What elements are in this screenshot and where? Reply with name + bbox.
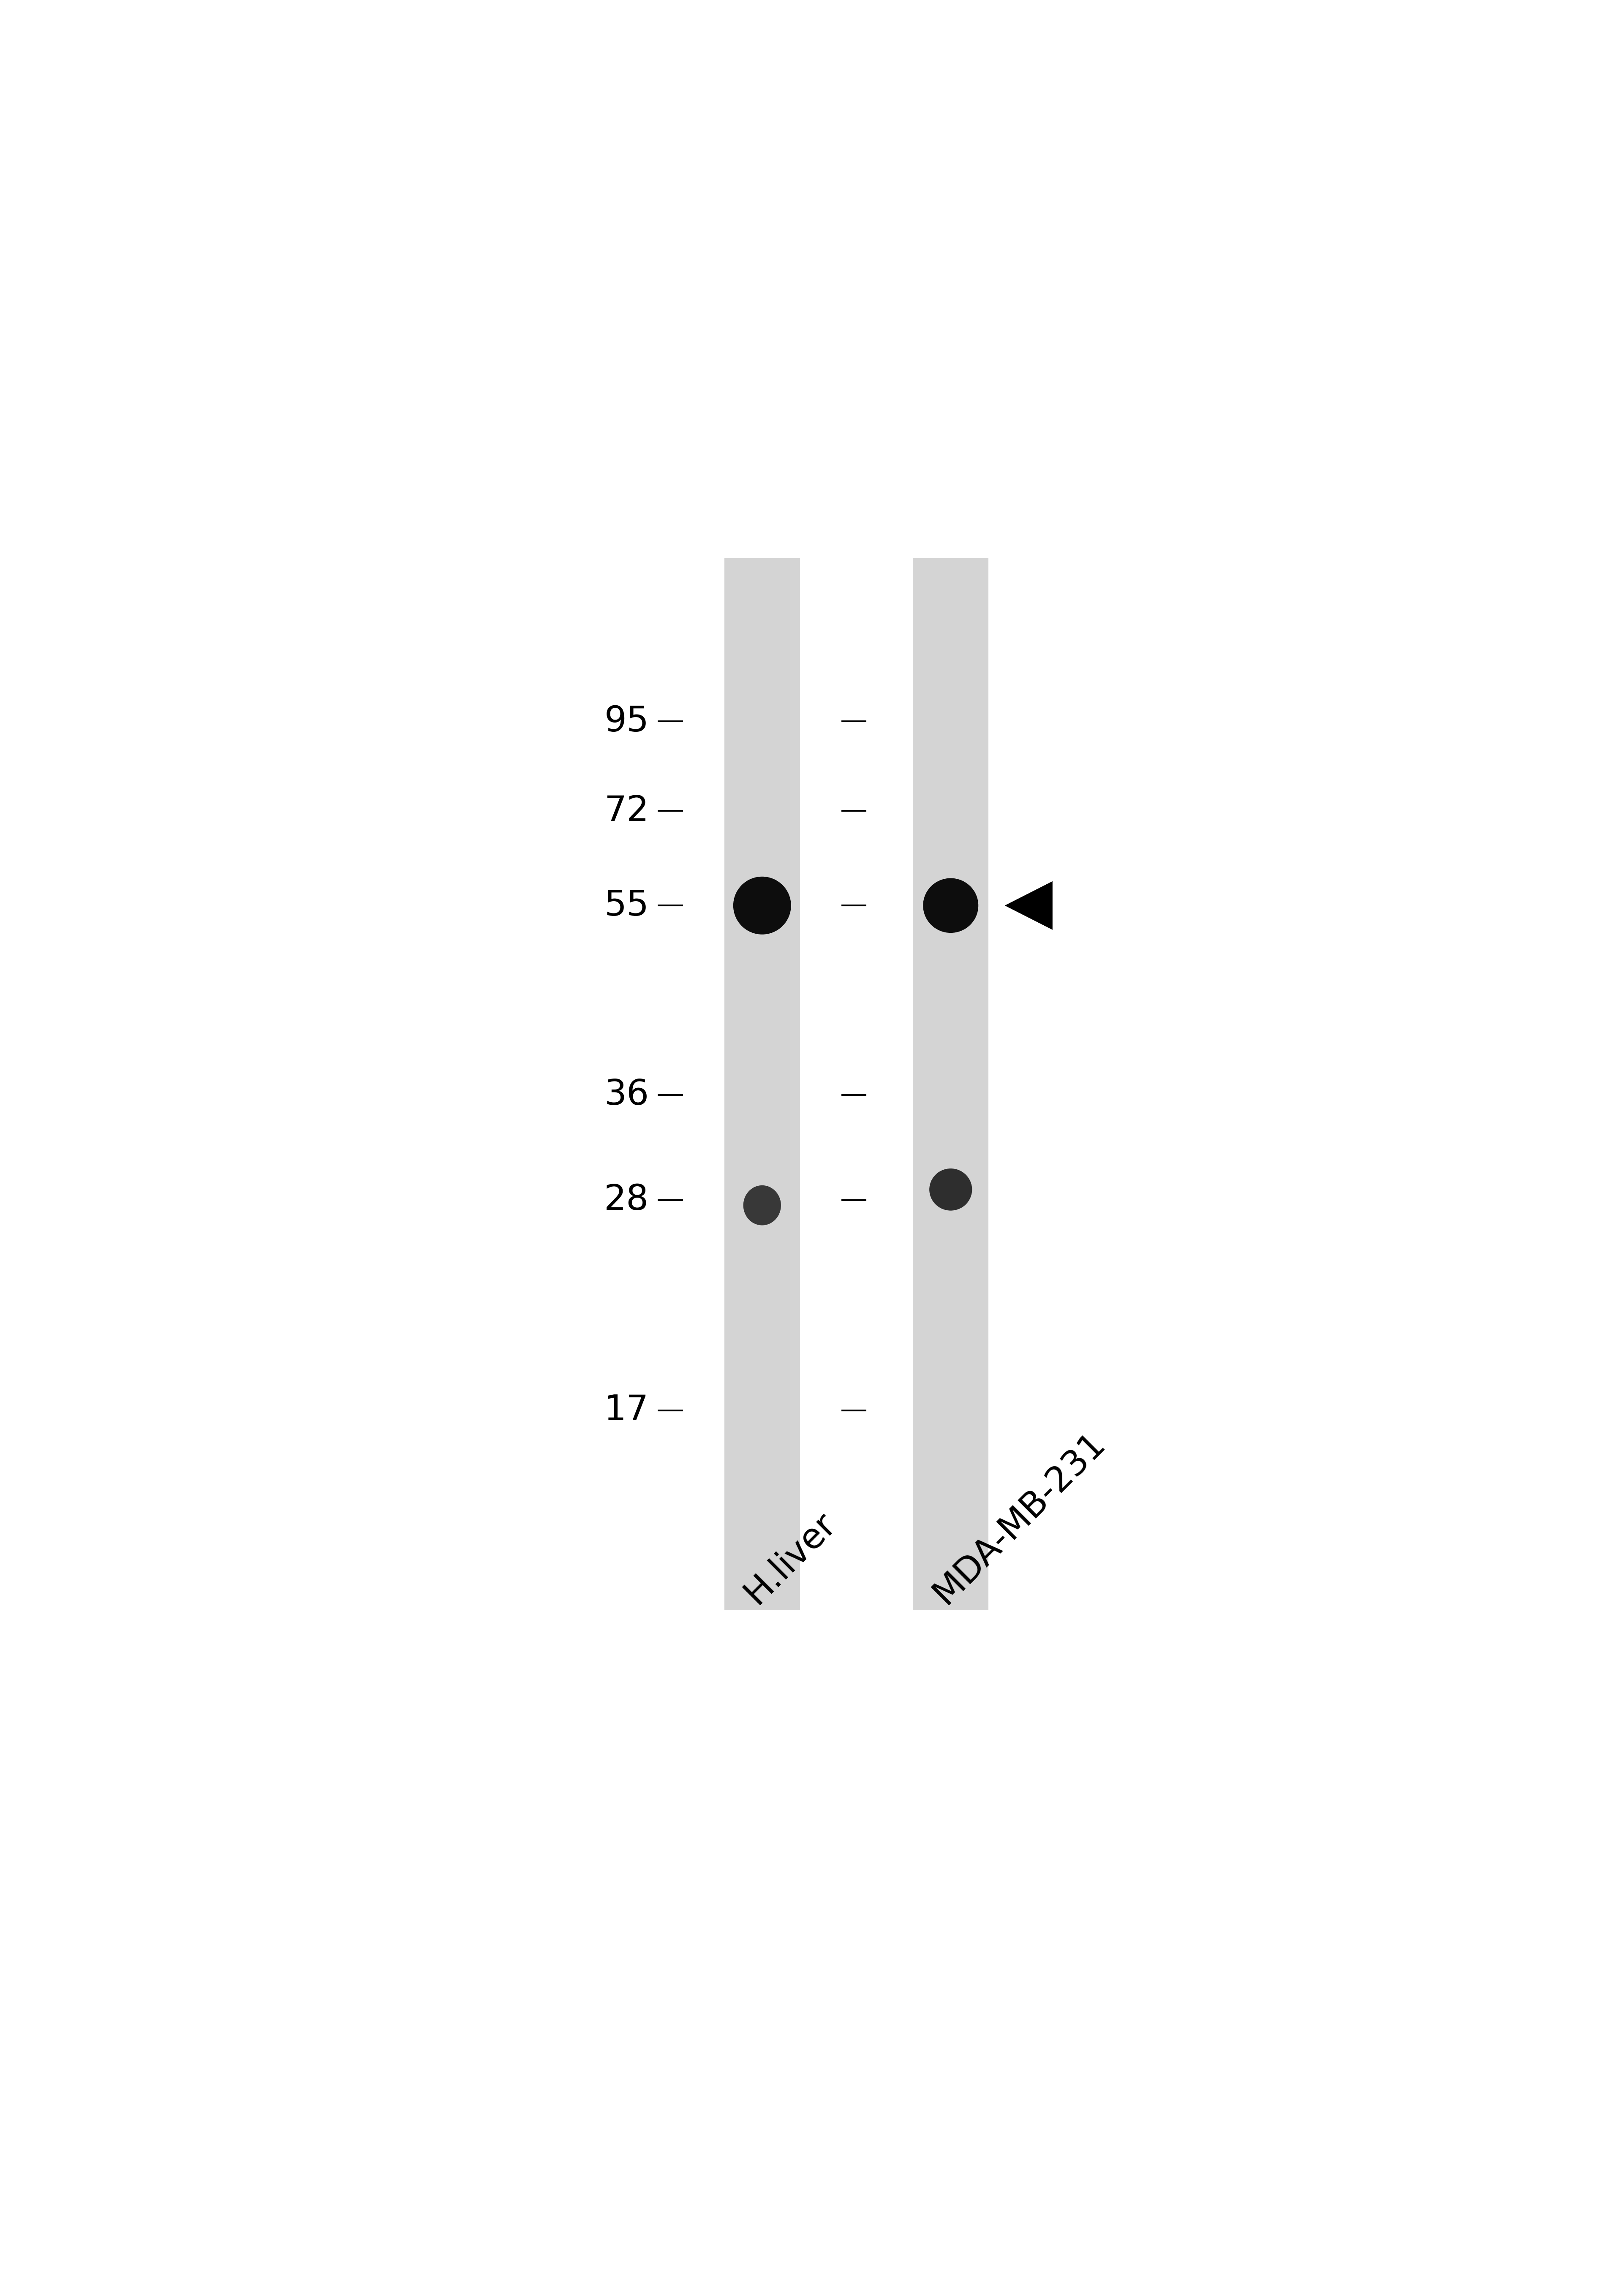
Text: 36: 36	[603, 1077, 649, 1111]
Text: 17: 17	[603, 1394, 649, 1428]
Polygon shape	[1004, 882, 1053, 930]
Text: 72: 72	[603, 794, 649, 829]
Text: 28: 28	[603, 1182, 649, 1217]
Text: 55: 55	[605, 889, 649, 923]
Text: 95: 95	[605, 705, 649, 739]
Ellipse shape	[733, 877, 792, 934]
Text: H.liver: H.liver	[738, 1506, 842, 1609]
Bar	[725, 558, 800, 1609]
Text: MDA-MB-231: MDA-MB-231	[926, 1426, 1111, 1609]
Bar	[913, 558, 988, 1609]
Ellipse shape	[743, 1185, 782, 1226]
Ellipse shape	[929, 1169, 972, 1210]
Ellipse shape	[923, 877, 978, 932]
